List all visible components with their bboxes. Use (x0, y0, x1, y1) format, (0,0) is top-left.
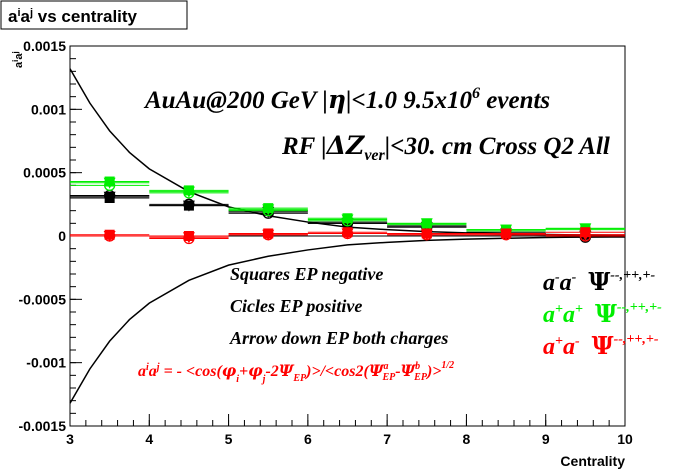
x-axis-label: Centrality (560, 453, 625, 469)
x-tick-label: 10 (617, 431, 633, 447)
data-markers (70, 176, 625, 245)
data-point-triangle (341, 228, 354, 240)
x-tick-label: 5 (225, 431, 233, 447)
y-tick-label: -0.0005 (19, 291, 67, 307)
legend-entry-minus-minus: a-a- Ψ--,++,+- (543, 267, 656, 296)
y-axis: 0.0015 0.001 0.0005 0 -0.0005 -0.001 -0.0015 (19, 38, 82, 434)
annotation-line2: RF |ΔZver|<30. cm Cross Q2 All (281, 131, 610, 164)
data-point-triangle (103, 231, 116, 242)
annotation-line1: AuAu@200 GeV |η|<1.0 9.5x106 events (143, 85, 550, 114)
annotation-formula: aiaj = - <cos(φi+φj-2ΨEP)>/<cos2(Ψa EP-Ψb… (138, 360, 454, 385)
y-tick-label: -0.0015 (19, 418, 67, 434)
x-tick-label: 9 (542, 431, 550, 447)
data-point-triangle (262, 229, 275, 241)
chart-title-box: aiaj vs centrality (0, 0, 188, 30)
data-point-triangle (182, 186, 195, 198)
data-point-triangle (103, 177, 116, 189)
annotation-squares: Squares EP negative (230, 264, 383, 284)
data-point-triangle (500, 229, 513, 241)
data-point-triangle (420, 218, 433, 230)
x-tick-label: 4 (145, 431, 153, 447)
envelope-curve-lower (69, 235, 626, 404)
data-point-triangle (341, 214, 354, 226)
data-point-triangle (262, 204, 275, 216)
data-point-triangle (579, 229, 592, 241)
annotation-arrows: Arrow down EP both charges (229, 328, 448, 348)
y-tick-label: 0.0005 (23, 165, 66, 181)
x-tick-label: 3 (66, 431, 74, 447)
x-tick-label: 7 (383, 431, 391, 447)
x-axis: 3 4 5 6 7 8 9 10 (66, 414, 633, 447)
x-tick-label: 8 (463, 431, 471, 447)
data-point-triangle (182, 232, 195, 244)
legend-entry-plus-plus: a+a+ Ψ--,++,+- (543, 299, 662, 328)
y-tick-label: 0.001 (31, 101, 66, 117)
data-point-triangle (182, 200, 195, 212)
x-tick-label: 6 (304, 431, 312, 447)
y-axis-label: aiaj (11, 51, 25, 68)
annotation-circles: Cicles EP positive (230, 296, 362, 316)
y-tick-label: -0.001 (26, 355, 66, 371)
y-tick-label: 0.0015 (23, 38, 66, 54)
legend-entry-plus-minus: a+a- Ψ--,++,+- (543, 331, 659, 360)
legend: a-a- Ψ--,++,+- a+a+ Ψ--,++,+- a+a- Ψ--,++,+… (543, 267, 662, 360)
chart-title: aiaj vs centrality (8, 7, 138, 26)
y-tick-label: 0 (58, 228, 66, 244)
data-point-triangle (103, 191, 116, 203)
data-point-triangle (420, 229, 433, 241)
